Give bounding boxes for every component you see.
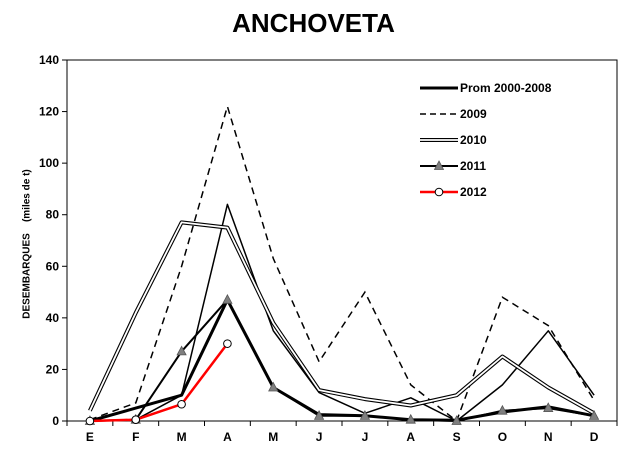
x-tick-label: O bbox=[498, 430, 507, 444]
x-tick-label: E bbox=[86, 430, 94, 444]
x-tick-label: A bbox=[406, 430, 415, 444]
y-tick-label: 20 bbox=[46, 362, 60, 376]
y-tick-label: 100 bbox=[39, 156, 59, 170]
legend-label: Prom 2000-2008 bbox=[460, 81, 552, 95]
legend: Prom 2000-2008 2009 2010 2011 2012 bbox=[420, 81, 552, 199]
legend-item: 2009 bbox=[420, 107, 487, 121]
y-tick-label: 120 bbox=[39, 105, 59, 119]
x-tick-label: D bbox=[590, 430, 599, 444]
y-tick-label: 0 bbox=[52, 414, 59, 428]
legend-item: Prom 2000-2008 bbox=[420, 81, 552, 95]
axes: 0 20 40 60 80 100 120 140 E F M A M J J A S O N D bbox=[39, 53, 618, 444]
y-tick-label: 60 bbox=[46, 259, 60, 273]
series-point bbox=[223, 339, 232, 348]
x-tick-label: A bbox=[223, 430, 232, 444]
legend-marker bbox=[434, 187, 444, 197]
series-point bbox=[176, 345, 187, 356]
series-line bbox=[89, 203, 595, 422]
series-layer bbox=[84, 103, 600, 426]
series-point bbox=[543, 402, 554, 413]
series bbox=[88, 220, 596, 416]
legend-item: 2012 bbox=[420, 185, 487, 199]
legend-label: 2011 bbox=[460, 159, 486, 173]
y-tick-label: 140 bbox=[39, 53, 59, 67]
plot-frame bbox=[66, 59, 618, 422]
x-tick-label: F bbox=[132, 430, 139, 444]
series-point bbox=[131, 415, 141, 425]
series-point bbox=[497, 404, 508, 415]
series bbox=[85, 339, 232, 426]
x-tick-label: J bbox=[362, 430, 369, 444]
x-tick-label: N bbox=[544, 430, 553, 444]
series-point bbox=[177, 399, 186, 409]
legend-item: 2010 bbox=[420, 133, 487, 147]
series-point bbox=[85, 416, 95, 426]
x-tick-label: S bbox=[453, 430, 461, 444]
series bbox=[89, 103, 595, 423]
y-tick-label: 80 bbox=[46, 208, 60, 222]
legend-marker bbox=[433, 160, 445, 170]
series-point bbox=[588, 409, 600, 420]
series bbox=[89, 203, 595, 422]
series-point bbox=[405, 413, 416, 424]
series-point bbox=[268, 381, 279, 392]
series-line bbox=[89, 298, 595, 422]
legend-item: 2011 bbox=[420, 159, 486, 173]
series-point bbox=[451, 415, 462, 425]
series-line bbox=[89, 342, 229, 423]
x-tick-label: M bbox=[268, 430, 278, 444]
series-point bbox=[313, 409, 325, 420]
y-tick-label: 40 bbox=[46, 311, 60, 325]
series-line bbox=[89, 103, 595, 423]
x-tick-label: M bbox=[177, 430, 187, 444]
series-point bbox=[222, 293, 233, 304]
legend-label: 2009 bbox=[460, 107, 487, 121]
legend-label: 2010 bbox=[460, 133, 487, 147]
x-tick-label: J bbox=[316, 430, 323, 444]
series-point bbox=[359, 409, 371, 420]
series-line-inner bbox=[89, 221, 595, 415]
series-line bbox=[88, 220, 596, 416]
chart-title: ANCHOVETA bbox=[232, 8, 395, 38]
legend-label: 2012 bbox=[460, 185, 487, 199]
